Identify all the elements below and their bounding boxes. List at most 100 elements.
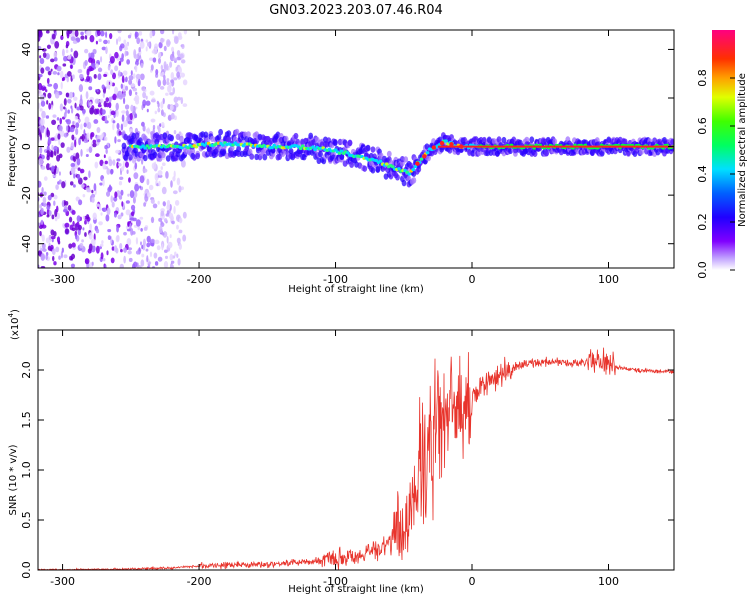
spectrogram-noise-cell xyxy=(68,243,73,249)
spectrogram-ridge-halo xyxy=(501,136,507,144)
spectrogram-noise-cell xyxy=(173,206,176,215)
spectrogram-ridge-halo xyxy=(249,153,255,160)
spectrogram-noise-cell xyxy=(157,256,163,262)
spectrogram-noise-cell xyxy=(76,106,81,111)
spectrogram-noise-cell xyxy=(130,228,134,236)
spectrogram-noise-cell xyxy=(61,181,66,189)
spectrogram-ridge-halo xyxy=(178,135,184,143)
spectrogram-ridge-halo xyxy=(347,139,353,147)
spectrogram-ridge-core xyxy=(378,159,383,163)
spectrogram-noise-cell xyxy=(71,227,76,232)
spectrogram-noise-cell xyxy=(89,223,92,231)
spectrogram-ridge-halo xyxy=(670,138,674,146)
spectrogram-noise-cell xyxy=(78,137,81,146)
spectrogram-noise-cell xyxy=(93,183,97,192)
spectrogram-noise-cell xyxy=(179,53,184,59)
spectrogram-noise-cell xyxy=(115,102,119,111)
spectrogram-noise-cell xyxy=(139,241,143,246)
spectrogram-noise-cell xyxy=(79,242,84,249)
spectrogram-peak-dot xyxy=(439,140,445,146)
spectrogram-noise-cell xyxy=(42,86,47,90)
spectrogram-noise-cell xyxy=(103,39,108,45)
spectrogram-noise-cell xyxy=(45,115,50,119)
spectrogram-noise-cell xyxy=(157,200,160,205)
spectrogram-noise-cell xyxy=(98,205,102,212)
spectrogram-noise-cell xyxy=(100,243,104,247)
spectrogram-ridge-halo xyxy=(187,137,192,144)
spectrogram-noise-cell xyxy=(115,38,119,45)
spectrogram-noise-cell xyxy=(39,204,43,209)
spectrogram-noise-cell xyxy=(169,234,172,239)
spectrogram-noise-cell xyxy=(91,196,95,203)
spectrogram-noise-cell xyxy=(105,102,110,108)
spectrogram-noise-cell xyxy=(134,94,140,103)
spectrogram-noise-cell xyxy=(142,168,148,173)
spectrogram-noise-cell xyxy=(39,58,45,65)
spectrogram-noise-cell xyxy=(129,190,135,199)
spectrogram-noise-cell xyxy=(52,255,55,262)
spectrogram-x-tick-label: -200 xyxy=(187,273,212,286)
spectrogram-noise-cell xyxy=(65,44,69,49)
spectrogram-noise-cell xyxy=(39,55,42,59)
spectrogram-ridge-core xyxy=(384,162,389,166)
spectrogram-noise-cell xyxy=(70,257,74,261)
spectrogram-noise-cell xyxy=(182,234,187,242)
spectrogram-noise-cell xyxy=(176,237,181,244)
spectrogram-ridge-halo xyxy=(262,153,268,161)
spectrogram-noise-cell xyxy=(71,242,76,248)
spectrogram-noise-cell xyxy=(40,253,46,261)
colorbar-tick-label: 0.2 xyxy=(696,213,709,231)
spectrogram-noise-cell xyxy=(138,47,141,53)
spectrogram-noise-cell xyxy=(70,64,73,69)
spectrogram-noise-cell xyxy=(135,73,141,80)
spectrogram-ridge-core xyxy=(300,144,305,148)
spectrogram-noise-cell xyxy=(53,261,57,266)
spectrogram-noise-cell xyxy=(100,212,103,216)
spectrogram-noise-cell xyxy=(101,84,105,90)
colorbar-tick-label: 0.6 xyxy=(696,117,709,135)
spectrogram-noise-cell xyxy=(112,159,116,166)
spectrogram-noise-cell xyxy=(85,30,90,37)
spectrogram-noise-cell xyxy=(157,126,161,134)
spectrogram-noise-cell xyxy=(89,101,92,107)
spectrogram-noise-cell xyxy=(42,52,47,59)
spectrogram-noise-cell xyxy=(75,122,80,129)
spectrogram-ridge-halo xyxy=(142,154,148,162)
spectrogram-noise-cell xyxy=(114,191,118,199)
spectrogram-noise-cell xyxy=(81,239,84,243)
spectrogram-noise-cell xyxy=(72,156,75,161)
spectrogram-noise-cell xyxy=(51,119,57,126)
spectrogram-ridge-halo xyxy=(411,177,417,184)
spectrogram-noise-cell xyxy=(154,261,159,266)
spectrogram-noise-cell xyxy=(162,201,166,207)
spectrogram-peak-dot xyxy=(431,145,436,150)
spectrogram-noise-cell xyxy=(88,146,93,154)
spectrogram-noise-cell xyxy=(166,40,171,45)
spectrogram-noise-cell xyxy=(107,235,112,241)
spectrogram-noise-cell xyxy=(127,193,130,197)
colorbar-ticks: 0.0 0.2 0.4 0.6 0.8 xyxy=(696,69,735,279)
spectrogram-noise-cell xyxy=(82,215,86,220)
spectrogram-noise-cell xyxy=(94,161,99,169)
spectrogram-noise-cell xyxy=(50,165,55,172)
spectrogram-noise-cell xyxy=(133,261,138,268)
spectrogram-noise-cell xyxy=(55,246,60,253)
spectrogram-noise-cell xyxy=(134,64,138,73)
spectrogram-noise-cell xyxy=(46,155,50,161)
spectrogram-noise-cell xyxy=(72,40,78,44)
spectrogram-noise-cell xyxy=(100,56,103,63)
spectrogram-peak-dot xyxy=(415,161,420,166)
spectrogram-noise-cell xyxy=(38,90,42,97)
spectrogram-noise-cell xyxy=(60,130,65,137)
spectrogram-noise-cell xyxy=(125,43,129,47)
spectrogram-noise-cell xyxy=(116,190,121,198)
colorbar-label: Normalized spectral amplitude xyxy=(737,73,748,227)
spectrogram-noise-cell xyxy=(110,257,115,264)
spectrogram-ridge-halo xyxy=(288,147,294,155)
spectrogram-noise-cell xyxy=(56,65,62,72)
spectrogram-noise-cell xyxy=(170,215,174,222)
spectrogram-noise-cell xyxy=(150,99,156,103)
spectrogram-noise-cell xyxy=(71,134,75,141)
spectrogram-noise-cell xyxy=(177,258,181,266)
spectrogram-noise-cell xyxy=(47,83,53,87)
